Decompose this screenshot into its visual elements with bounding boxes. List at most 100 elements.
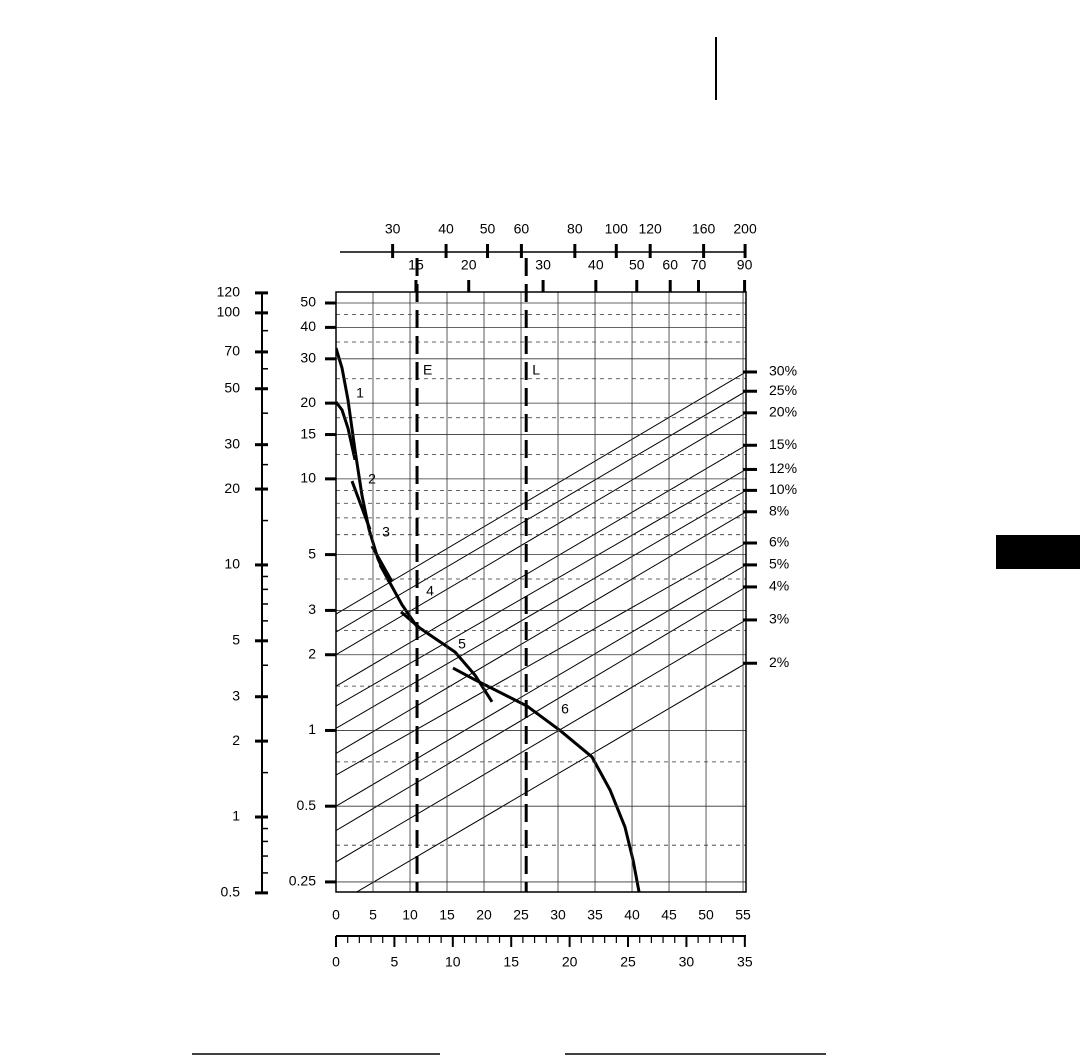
slope-line <box>336 469 746 707</box>
x4-tick-label: 30 <box>535 257 551 273</box>
y2-tick-label: 10 <box>224 556 240 572</box>
y2-tick-label: 50 <box>224 379 240 395</box>
x3-tick-label: 80 <box>567 221 583 237</box>
y2-tick-label: 120 <box>217 284 241 300</box>
x-tick-label: 40 <box>624 907 640 923</box>
x2-tick-label: 35 <box>737 954 753 970</box>
section-tab <box>996 535 1080 569</box>
x4-tick-label: 60 <box>662 257 678 273</box>
x-tick-label: 15 <box>439 907 455 923</box>
curve-label: 1 <box>356 385 364 401</box>
y-tick-label: 30 <box>300 350 316 366</box>
curve <box>350 480 372 530</box>
slope-line <box>336 511 746 754</box>
curve <box>336 347 391 583</box>
x-tick-label: 10 <box>402 907 418 923</box>
x4-tick-label: 70 <box>691 257 707 273</box>
x-tick-label: 25 <box>513 907 529 923</box>
slope-label: 25% <box>769 382 797 398</box>
curve <box>452 666 641 892</box>
x2-tick-label: 25 <box>620 954 636 970</box>
curve-label: 2 <box>368 471 376 487</box>
plot-frame <box>335 291 747 893</box>
x3-tick-label: 60 <box>514 221 530 237</box>
slope-label: 3% <box>769 611 789 627</box>
y-tick-label: 20 <box>300 394 316 410</box>
x3-tick-label: 160 <box>692 221 716 237</box>
x3-tick-label: 30 <box>385 221 401 237</box>
slope-line <box>336 586 746 832</box>
y-tick-label: 5 <box>308 545 316 561</box>
x-tick-label: 30 <box>550 907 566 923</box>
y2-tick-label: 5 <box>232 632 240 648</box>
y-tick-label: 50 <box>300 294 316 310</box>
x3-tick-label: 200 <box>733 221 757 237</box>
slope-label: 4% <box>769 578 789 594</box>
y2-tick-label: 0.5 <box>221 884 241 900</box>
x3-tick-label: 50 <box>480 221 496 237</box>
y2-tick-label: 20 <box>224 480 240 496</box>
y-tick-label: 40 <box>300 318 316 334</box>
x-tick-label: 0 <box>332 907 340 923</box>
slope-line <box>336 390 746 633</box>
y-tick-label: 1 <box>308 721 316 737</box>
x2-tick-label: 30 <box>679 954 695 970</box>
marker-label: L <box>532 362 540 378</box>
y2-tick-label: 30 <box>224 435 240 451</box>
y2-tick-label: 2 <box>232 732 240 748</box>
slope-line <box>336 444 746 687</box>
x-tick-label: 50 <box>698 907 714 923</box>
slope-line <box>336 542 746 776</box>
y-tick-label: 15 <box>300 425 316 441</box>
x2-tick-label: 0 <box>332 954 340 970</box>
x4-tick-label: 40 <box>588 257 604 273</box>
slope-line <box>355 662 746 892</box>
slope-label: 5% <box>769 556 789 572</box>
y2-tick-label: 3 <box>232 687 240 703</box>
slope-line <box>336 564 746 807</box>
y2-tick-label: 100 <box>217 304 241 320</box>
slope-label: 30% <box>769 363 797 379</box>
curve-label: 6 <box>561 701 569 717</box>
x-tick-label: 5 <box>369 907 377 923</box>
y-tick-label: 0.25 <box>289 873 316 889</box>
slope-label: 20% <box>769 404 797 420</box>
curve <box>336 401 357 461</box>
slope-line <box>336 412 746 656</box>
y-tick-label: 0.5 <box>297 797 317 813</box>
slope-label: 8% <box>769 502 789 518</box>
x-tick-label: 20 <box>476 907 492 923</box>
plot-area <box>336 347 746 892</box>
y-tick-label: 3 <box>308 601 316 617</box>
slope-line <box>336 489 746 729</box>
marker-label: E <box>423 362 432 378</box>
curve-label: 3 <box>382 524 390 540</box>
curve-label: 4 <box>426 583 434 599</box>
slope-line <box>336 371 746 615</box>
x-tick-label: 45 <box>661 907 677 923</box>
y2-tick-label: 70 <box>224 343 240 359</box>
x3-tick-label: 40 <box>438 221 454 237</box>
x4-tick-label: 90 <box>737 257 753 273</box>
curve <box>370 545 394 583</box>
slope-label: 12% <box>769 460 797 476</box>
x4-tick-label: 20 <box>461 257 477 273</box>
x4-tick-label: 50 <box>629 257 645 273</box>
curve-label: 5 <box>458 636 466 652</box>
x2-tick-label: 5 <box>391 954 399 970</box>
curve <box>378 564 420 630</box>
x2-tick-label: 15 <box>503 954 519 970</box>
x3-tick-label: 100 <box>605 221 629 237</box>
x2-tick-label: 10 <box>445 954 461 970</box>
x3-tick-label: 120 <box>638 221 662 237</box>
y-tick-label: 2 <box>308 645 316 661</box>
y2-tick-label: 1 <box>232 808 240 824</box>
slope-label: 10% <box>769 481 797 497</box>
slope-label: 2% <box>769 654 789 670</box>
slope-line <box>336 619 746 863</box>
y-tick-label: 10 <box>300 470 316 486</box>
slope-label: 15% <box>769 436 797 452</box>
x-tick-label: 35 <box>587 907 603 923</box>
